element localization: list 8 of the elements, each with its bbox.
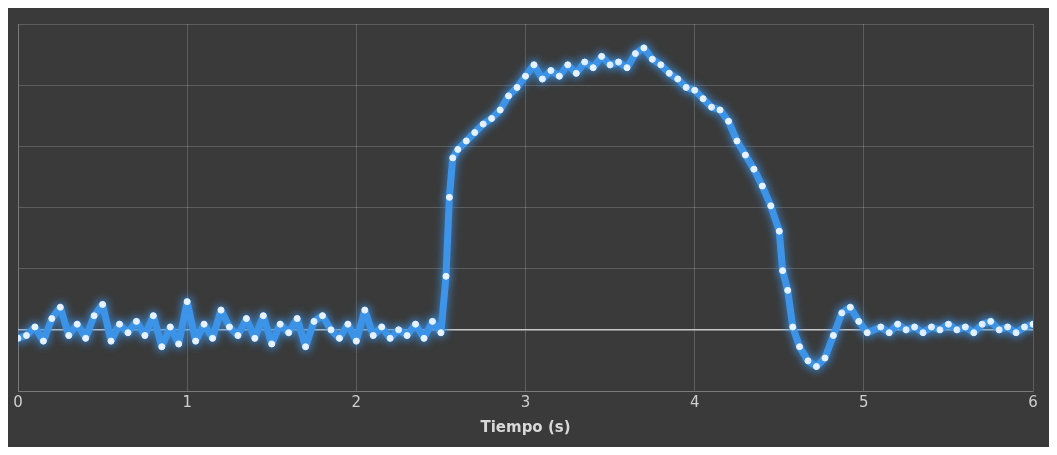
x-tick-label: 3: [520, 392, 531, 411]
x-tick-label: 6: [1028, 392, 1038, 411]
x-tick-label: 1: [182, 392, 192, 411]
x-tick-label: 4: [689, 392, 700, 411]
x-tick-label: 5: [859, 392, 869, 411]
x-axis-title: Tiempo (s): [480, 417, 571, 436]
x-tick-label: 0: [13, 392, 23, 411]
x-tick-label: 2: [351, 392, 362, 411]
